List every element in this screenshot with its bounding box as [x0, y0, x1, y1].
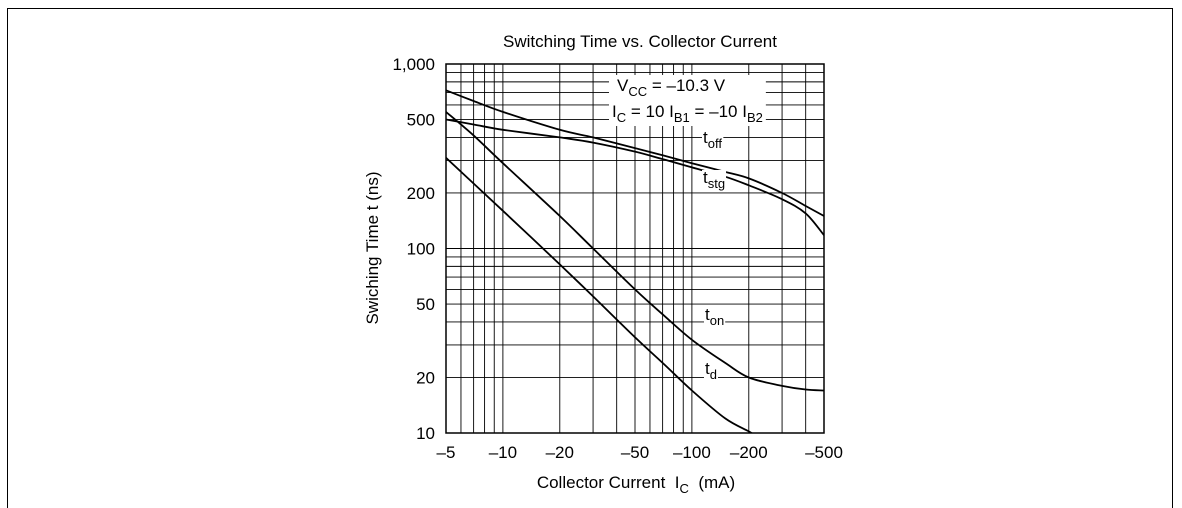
y-axis-label: Swiching Time t (ns) [363, 171, 382, 324]
y-tick-label: 50 [416, 295, 435, 314]
series-label-d: td [705, 359, 717, 382]
y-tick-label: 1,000 [392, 55, 435, 74]
chart-title: Switching Time vs. Collector Current [503, 32, 777, 51]
series-label-background [702, 130, 724, 150]
x-tick-label: –200 [730, 443, 768, 462]
y-tick-label: 10 [416, 424, 435, 443]
y-tick-label: 20 [416, 368, 435, 387]
x-tick-labels: –5 –10 –20 –50 –100 –200 –500 [437, 443, 843, 462]
x-axis-label: Collector Current IC (mA) [537, 473, 735, 496]
x-tick-label: –20 [546, 443, 574, 462]
x-tick-label: –500 [805, 443, 843, 462]
series-line-t-on [446, 111, 824, 392]
series-line-t-stg [446, 118, 824, 236]
series-labels: toff tstg ton td [702, 128, 727, 382]
y-tick-labels: 10 20 50 100 200 500 1,000 [392, 55, 435, 443]
condition-text-2: IC = 10 IB1 = –10 IB2 [612, 102, 763, 125]
series-label-background [702, 170, 727, 190]
test-conditions: VCC = –10.3 V IC = 10 IB1 = –10 IB2 [609, 75, 766, 126]
plot-border [445, 63, 825, 434]
series-label-stg: tstg [703, 168, 725, 191]
x-tick-label: –10 [489, 443, 517, 462]
series-label-background [704, 307, 726, 327]
condition-text-1: VCC = –10.3 V [617, 76, 726, 99]
figure-frame [7, 8, 1173, 508]
x-tick-label: –100 [673, 443, 711, 462]
y-tick-label: 100 [407, 240, 435, 259]
series-line-t-d [446, 157, 754, 433]
series-line-t-off [446, 89, 824, 217]
curves [446, 89, 824, 433]
series-label-on: ton [705, 305, 724, 328]
y-tick-label: 200 [407, 184, 435, 203]
series-label-background [704, 361, 718, 381]
y-tick-label: 500 [407, 111, 435, 130]
x-tick-label: –50 [621, 443, 649, 462]
x-tick-label: –5 [437, 443, 456, 462]
conditions-background [609, 75, 766, 126]
series-label-off: toff [703, 128, 722, 151]
